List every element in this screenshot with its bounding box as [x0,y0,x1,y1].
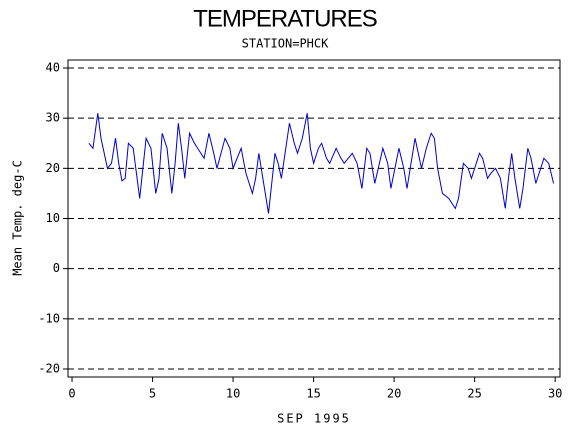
x-tick-label: 30 [548,387,562,401]
x-tick-label: 20 [387,387,401,401]
y-tick-label: -10 [38,311,60,325]
x-tick-label: 25 [467,387,481,401]
y-tick-label: 10 [46,211,60,225]
y-tick-label: -20 [38,361,60,375]
x-tick-label: 15 [306,387,320,401]
y-tick-label: 0 [53,261,60,275]
x-axis-label: SEP 1995 [277,412,351,426]
series-line [88,113,555,214]
chart-subtitle: STATION=PHCK [242,37,329,51]
x-tick-label: 0 [68,387,75,401]
y-axis-label: Mean Temp. deg-C [11,160,25,276]
chart-title: TEMPERATURES [193,5,377,32]
x-tick-label: 10 [226,387,240,401]
x-tick-label: 5 [149,387,156,401]
y-tick-label: 30 [46,111,60,125]
y-tick-label: 20 [46,161,60,175]
y-tick-label: 40 [46,61,60,75]
